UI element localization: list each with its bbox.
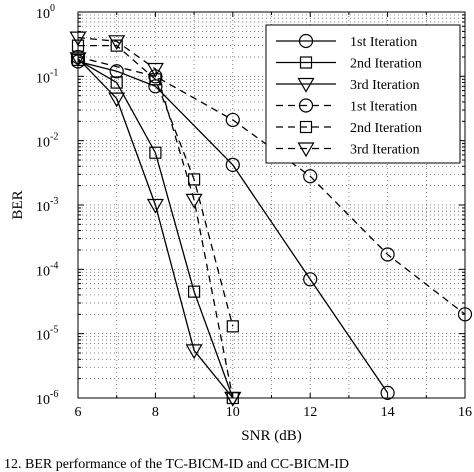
- legend-marker: [297, 142, 315, 158]
- series-line: [77, 57, 234, 399]
- data-point: [110, 39, 123, 52]
- data-point: [188, 173, 201, 186]
- legend-label: 1st Iteration: [350, 100, 417, 115]
- grid: [78, 12, 465, 398]
- x-tick-label: 16: [458, 405, 472, 420]
- data-point: [224, 391, 242, 407]
- legend-label: 2nd Iteration: [350, 121, 422, 136]
- data-point: [380, 385, 395, 401]
- legend-marker: [299, 56, 313, 69]
- y-tick-label: 10-3: [36, 196, 58, 215]
- legend-label: 3rd Iteration: [350, 78, 420, 93]
- y-tick-label: 100: [36, 3, 55, 22]
- legend-marker: [298, 98, 314, 113]
- y-tick-label: 10-5: [36, 325, 58, 344]
- legend-marker: [298, 33, 314, 49]
- data-point: [149, 146, 162, 159]
- data-point: [146, 62, 164, 78]
- legend-label: 2nd Iteration: [350, 57, 422, 72]
- y-axis-label: BER: [10, 190, 26, 219]
- series-1: [70, 54, 395, 401]
- x-tick-label: 14: [381, 405, 395, 420]
- data-point: [185, 193, 203, 209]
- series-line: [77, 36, 234, 399]
- ticks: 6 8 10 12 14 16 100 10-1 10-2 10-3 10-4 10-5 10-6: [36, 3, 472, 420]
- data-point: [380, 247, 395, 262]
- series-line: [78, 44, 234, 327]
- y-tick-label: 10-6: [36, 389, 58, 408]
- data-point: [108, 35, 126, 51]
- data-point: [303, 272, 318, 287]
- series-5: [71, 39, 239, 333]
- data-point: [149, 73, 162, 86]
- data-point: [185, 344, 203, 360]
- legend-box: [265, 24, 461, 164]
- y-tick-label: 10-4: [36, 260, 58, 279]
- x-tick-label: 12: [303, 405, 317, 420]
- data-point: [108, 92, 126, 108]
- data-point: [109, 64, 124, 79]
- x-tick-label: 8: [152, 405, 159, 420]
- data-point: [110, 76, 123, 89]
- legend: 1st Iteration 2nd Iteration 3rd Iteration 1…: [265, 24, 461, 164]
- data-point: [188, 285, 201, 298]
- data-point: [225, 112, 240, 128]
- data-point: [226, 320, 239, 333]
- series-line: [77, 59, 234, 399]
- x-tick-label: 10: [226, 405, 240, 420]
- figure-caption: 12. BER performance of the TC-BICM-ID an…: [4, 457, 349, 472]
- legend-label: 3rd Iteration: [350, 143, 420, 158]
- y-tick-label: 10-1: [36, 67, 58, 86]
- data-point: [303, 169, 318, 184]
- x-axis-label: SNR (dB): [241, 428, 301, 444]
- legend-marker: [299, 120, 313, 134]
- y-tick-label: 10-2: [36, 132, 58, 151]
- x-tick-label: 6: [75, 405, 82, 420]
- data-point: [225, 157, 240, 173]
- legend-marker: [297, 77, 315, 93]
- data-point: [146, 198, 164, 214]
- legend-label: 1st Iteration: [350, 35, 417, 50]
